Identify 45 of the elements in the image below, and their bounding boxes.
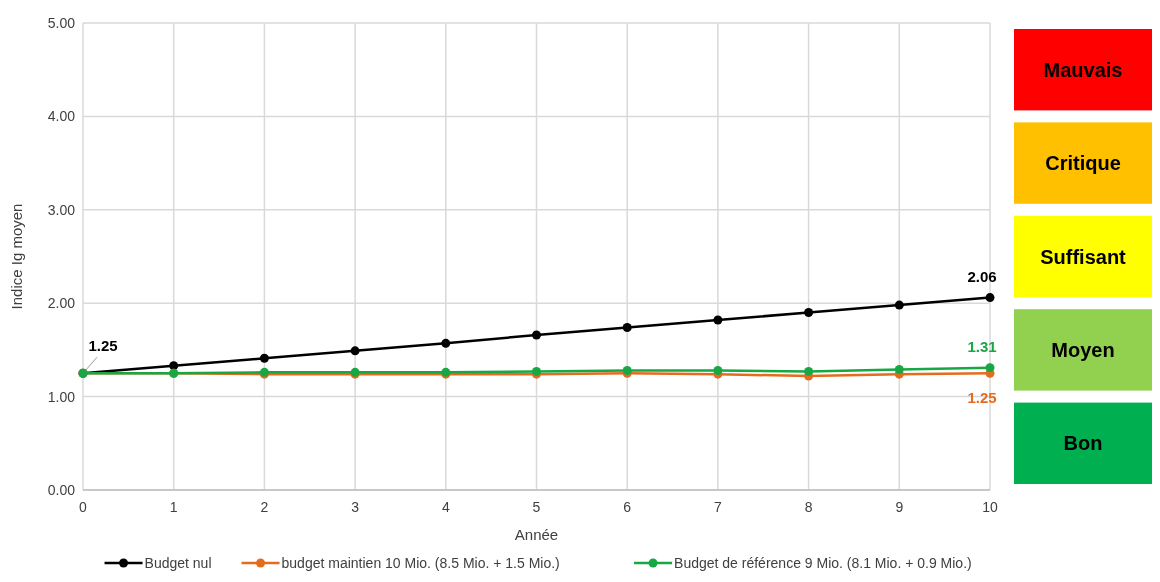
y-tick-label: 2.00 xyxy=(47,295,76,312)
x-tick-label: 9 xyxy=(895,499,904,515)
point xyxy=(804,308,814,318)
text: Mauvais xyxy=(1043,58,1123,81)
legend-label: Budget nul xyxy=(144,555,212,571)
y-tick-label: 5.00 xyxy=(47,15,76,31)
x-axis-title: Année xyxy=(514,526,559,543)
y-tick-label: 0.00 xyxy=(47,482,76,498)
text: Suffisant xyxy=(1040,245,1127,268)
data-label: 1.25 xyxy=(88,337,118,355)
point xyxy=(441,338,451,348)
point xyxy=(985,293,995,303)
x-tick-label: 7 xyxy=(714,499,722,515)
legend-label: Budget de référence 9 Mio. (8.1 Mio. + 0.9 Mio.) xyxy=(674,555,972,571)
text: Critique xyxy=(1045,152,1121,175)
x-tick-label: 2 xyxy=(260,499,269,515)
point xyxy=(169,361,179,371)
x-tick-label: 5 xyxy=(532,499,541,515)
data-label: 1.31 xyxy=(967,337,997,355)
y-axis-title: Indice Ig moyen xyxy=(8,203,25,310)
point xyxy=(532,330,541,340)
point xyxy=(894,300,904,310)
point xyxy=(622,322,632,332)
y-tick-label: 4.00 xyxy=(47,108,76,125)
point xyxy=(894,365,904,375)
y-tick-label: 3.00 xyxy=(47,201,76,218)
point xyxy=(985,363,995,373)
y-tick-label: 1.00 xyxy=(47,388,76,405)
x-tick-label: 6 xyxy=(623,499,632,515)
point xyxy=(350,346,360,356)
x-tick-label: 0 xyxy=(79,499,88,515)
point xyxy=(713,315,723,325)
text: Bon xyxy=(1063,432,1103,455)
point xyxy=(804,366,814,376)
x-tick-label: 8 xyxy=(804,499,813,515)
x-tick-label: 4 xyxy=(441,499,450,515)
point xyxy=(713,365,723,375)
x-tick-label: 1 xyxy=(169,499,178,515)
data-label: 2.06 xyxy=(967,267,997,285)
text: Moyen xyxy=(1051,338,1115,361)
x-tick-label: 10 xyxy=(982,499,998,515)
legend-label: budget maintien 10 Mio. (8.5 Mio. + 1.5 Mio.) xyxy=(281,555,560,571)
x-tick-label: 3 xyxy=(351,499,360,515)
data-label: 1.25 xyxy=(967,389,997,407)
point xyxy=(259,353,269,363)
